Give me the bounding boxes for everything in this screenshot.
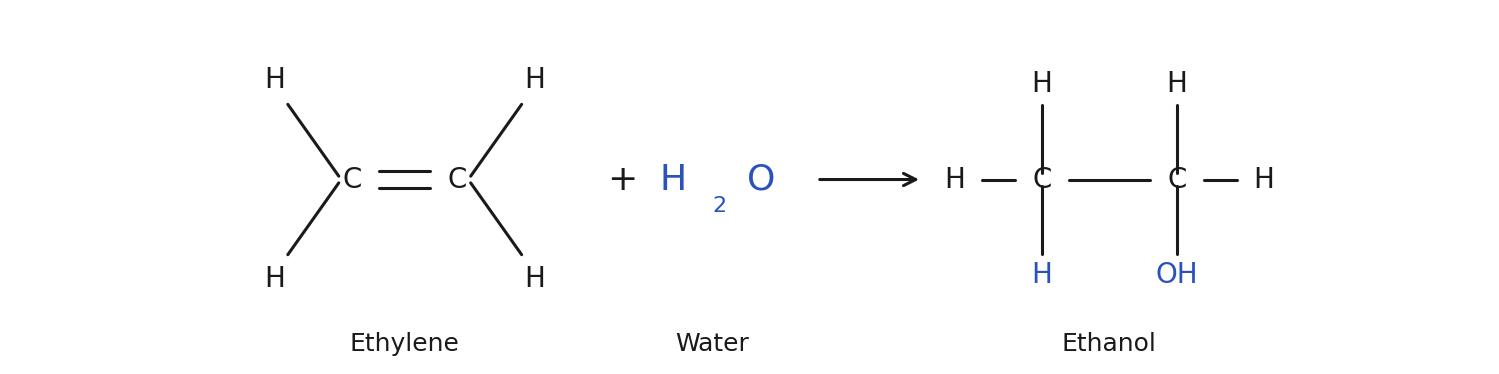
Text: C: C xyxy=(1168,166,1186,193)
Text: OH: OH xyxy=(1156,261,1198,289)
Text: C: C xyxy=(1033,166,1051,193)
Text: H: H xyxy=(264,67,285,94)
Text: H: H xyxy=(1031,261,1052,289)
Text: H: H xyxy=(944,166,965,193)
Text: H: H xyxy=(1166,70,1187,98)
Text: H: H xyxy=(1253,166,1274,193)
Text: Ethylene: Ethylene xyxy=(349,332,460,356)
Text: C: C xyxy=(343,166,361,193)
Text: Water: Water xyxy=(675,332,750,356)
Text: O: O xyxy=(747,163,775,196)
Text: 2: 2 xyxy=(712,196,726,216)
Text: C: C xyxy=(448,166,466,193)
Text: H: H xyxy=(525,67,546,94)
Text: Ethanol: Ethanol xyxy=(1061,332,1157,356)
Text: H: H xyxy=(660,163,687,196)
Text: +: + xyxy=(607,163,637,196)
Text: H: H xyxy=(264,265,285,292)
Text: H: H xyxy=(525,265,546,292)
Text: H: H xyxy=(1031,70,1052,98)
